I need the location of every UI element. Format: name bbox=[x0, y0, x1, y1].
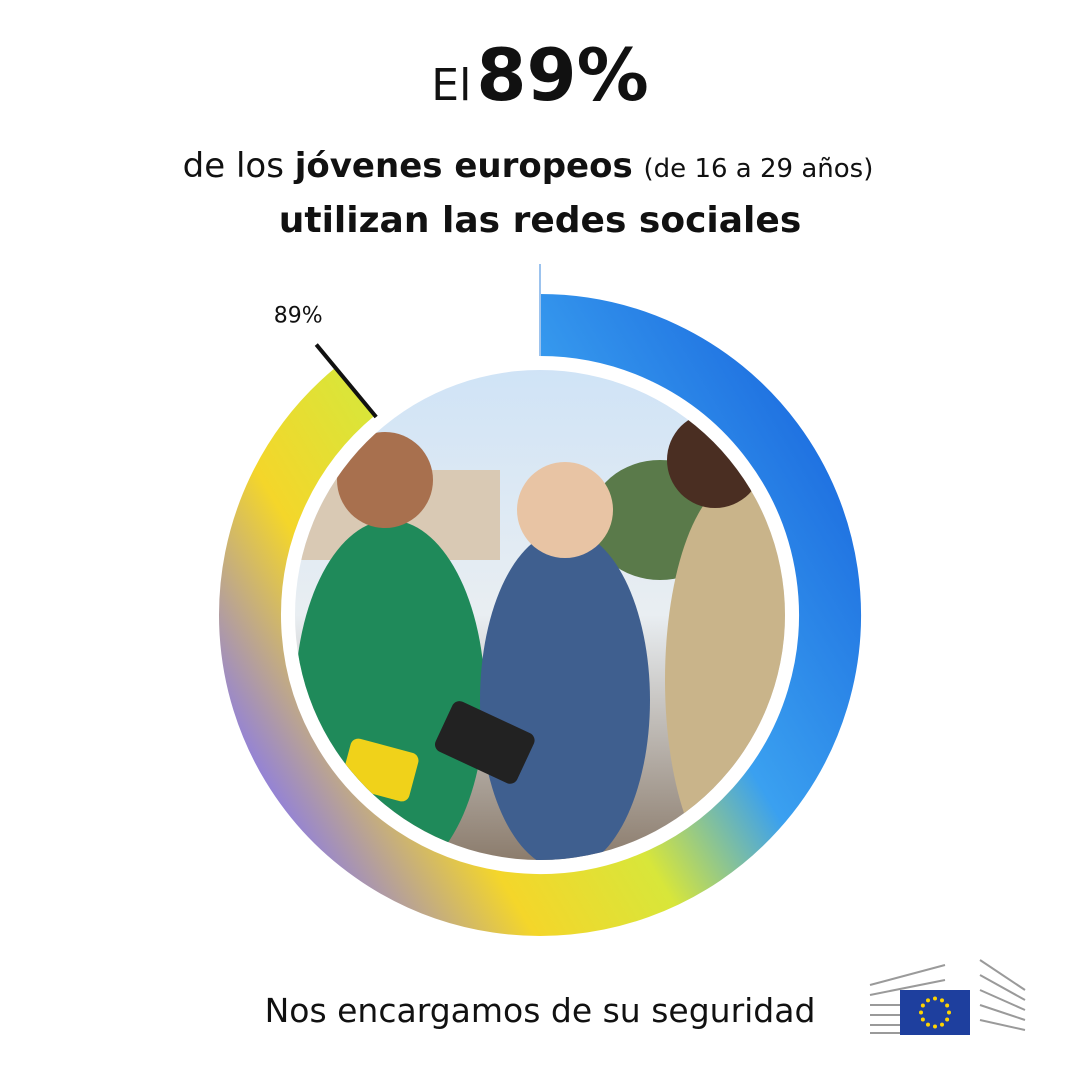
subtitle-line: de los jóvenes europeos (de 16 a 29 años… bbox=[183, 146, 874, 186]
donut-chart: 89% bbox=[219, 264, 861, 936]
flag-star bbox=[920, 1003, 925, 1008]
value-pointer bbox=[314, 343, 378, 419]
flag-star bbox=[940, 998, 944, 1003]
footer: Nos encargamos de su seguridad bbox=[265, 991, 816, 1030]
photo bbox=[295, 370, 785, 860]
flag-star bbox=[926, 1022, 930, 1027]
value-label: 89% bbox=[274, 304, 323, 329]
eu-logo bbox=[869, 959, 1026, 1035]
donut-segment bbox=[219, 294, 861, 936]
flag-star bbox=[940, 1022, 944, 1027]
flag-star bbox=[920, 1017, 925, 1022]
flag-star bbox=[947, 1010, 951, 1015]
subtitle-bold: jóvenes europeos bbox=[293, 146, 633, 186]
subtitle-line3: utilizan las redes sociales bbox=[279, 200, 802, 241]
flag-star bbox=[919, 1010, 923, 1015]
subtitle-start: de los bbox=[183, 146, 284, 186]
subtitle-note: (de 16 a 29 años) bbox=[644, 154, 874, 184]
flag-star bbox=[945, 1017, 950, 1022]
headline-prefix: El bbox=[431, 60, 471, 111]
flag-star bbox=[945, 1003, 950, 1008]
flag-star bbox=[933, 996, 937, 1001]
headline: El 89% bbox=[431, 33, 648, 117]
headline-number: 89% bbox=[476, 33, 648, 117]
flag-star bbox=[926, 998, 930, 1003]
flag-star bbox=[933, 1024, 937, 1029]
